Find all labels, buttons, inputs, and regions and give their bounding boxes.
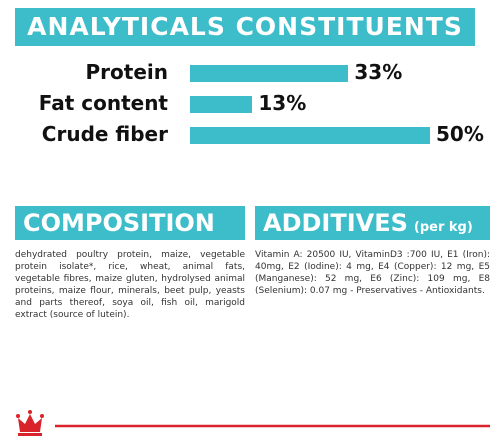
category-label: Crude fiber [41, 122, 168, 146]
value-label: 50% [436, 122, 484, 146]
crown-logo [16, 410, 44, 436]
additives-text: Vitamin A: 20500 IU, VitaminD3 :700 IU, … [255, 250, 490, 296]
bar [190, 65, 349, 82]
composition-title-text: COMPOSITION [23, 209, 215, 237]
value-label: 33% [354, 60, 403, 84]
header-title: ANALYTICALS CONSTITUENTS [15, 8, 475, 46]
additives-title-text: ADDITIVES [263, 209, 408, 237]
additives-unit: (per kg) [413, 220, 473, 235]
composition-text: dehydrated poultry protein, maize, veget… [15, 250, 245, 320]
additives-title: ADDITIVES (per kg) [255, 206, 490, 240]
category-label: Fat content [38, 91, 168, 115]
composition-title: COMPOSITION [15, 206, 245, 240]
bar [190, 96, 253, 113]
value-label: 13% [258, 91, 307, 115]
bar [190, 127, 430, 144]
category-label: Protein [85, 60, 168, 84]
